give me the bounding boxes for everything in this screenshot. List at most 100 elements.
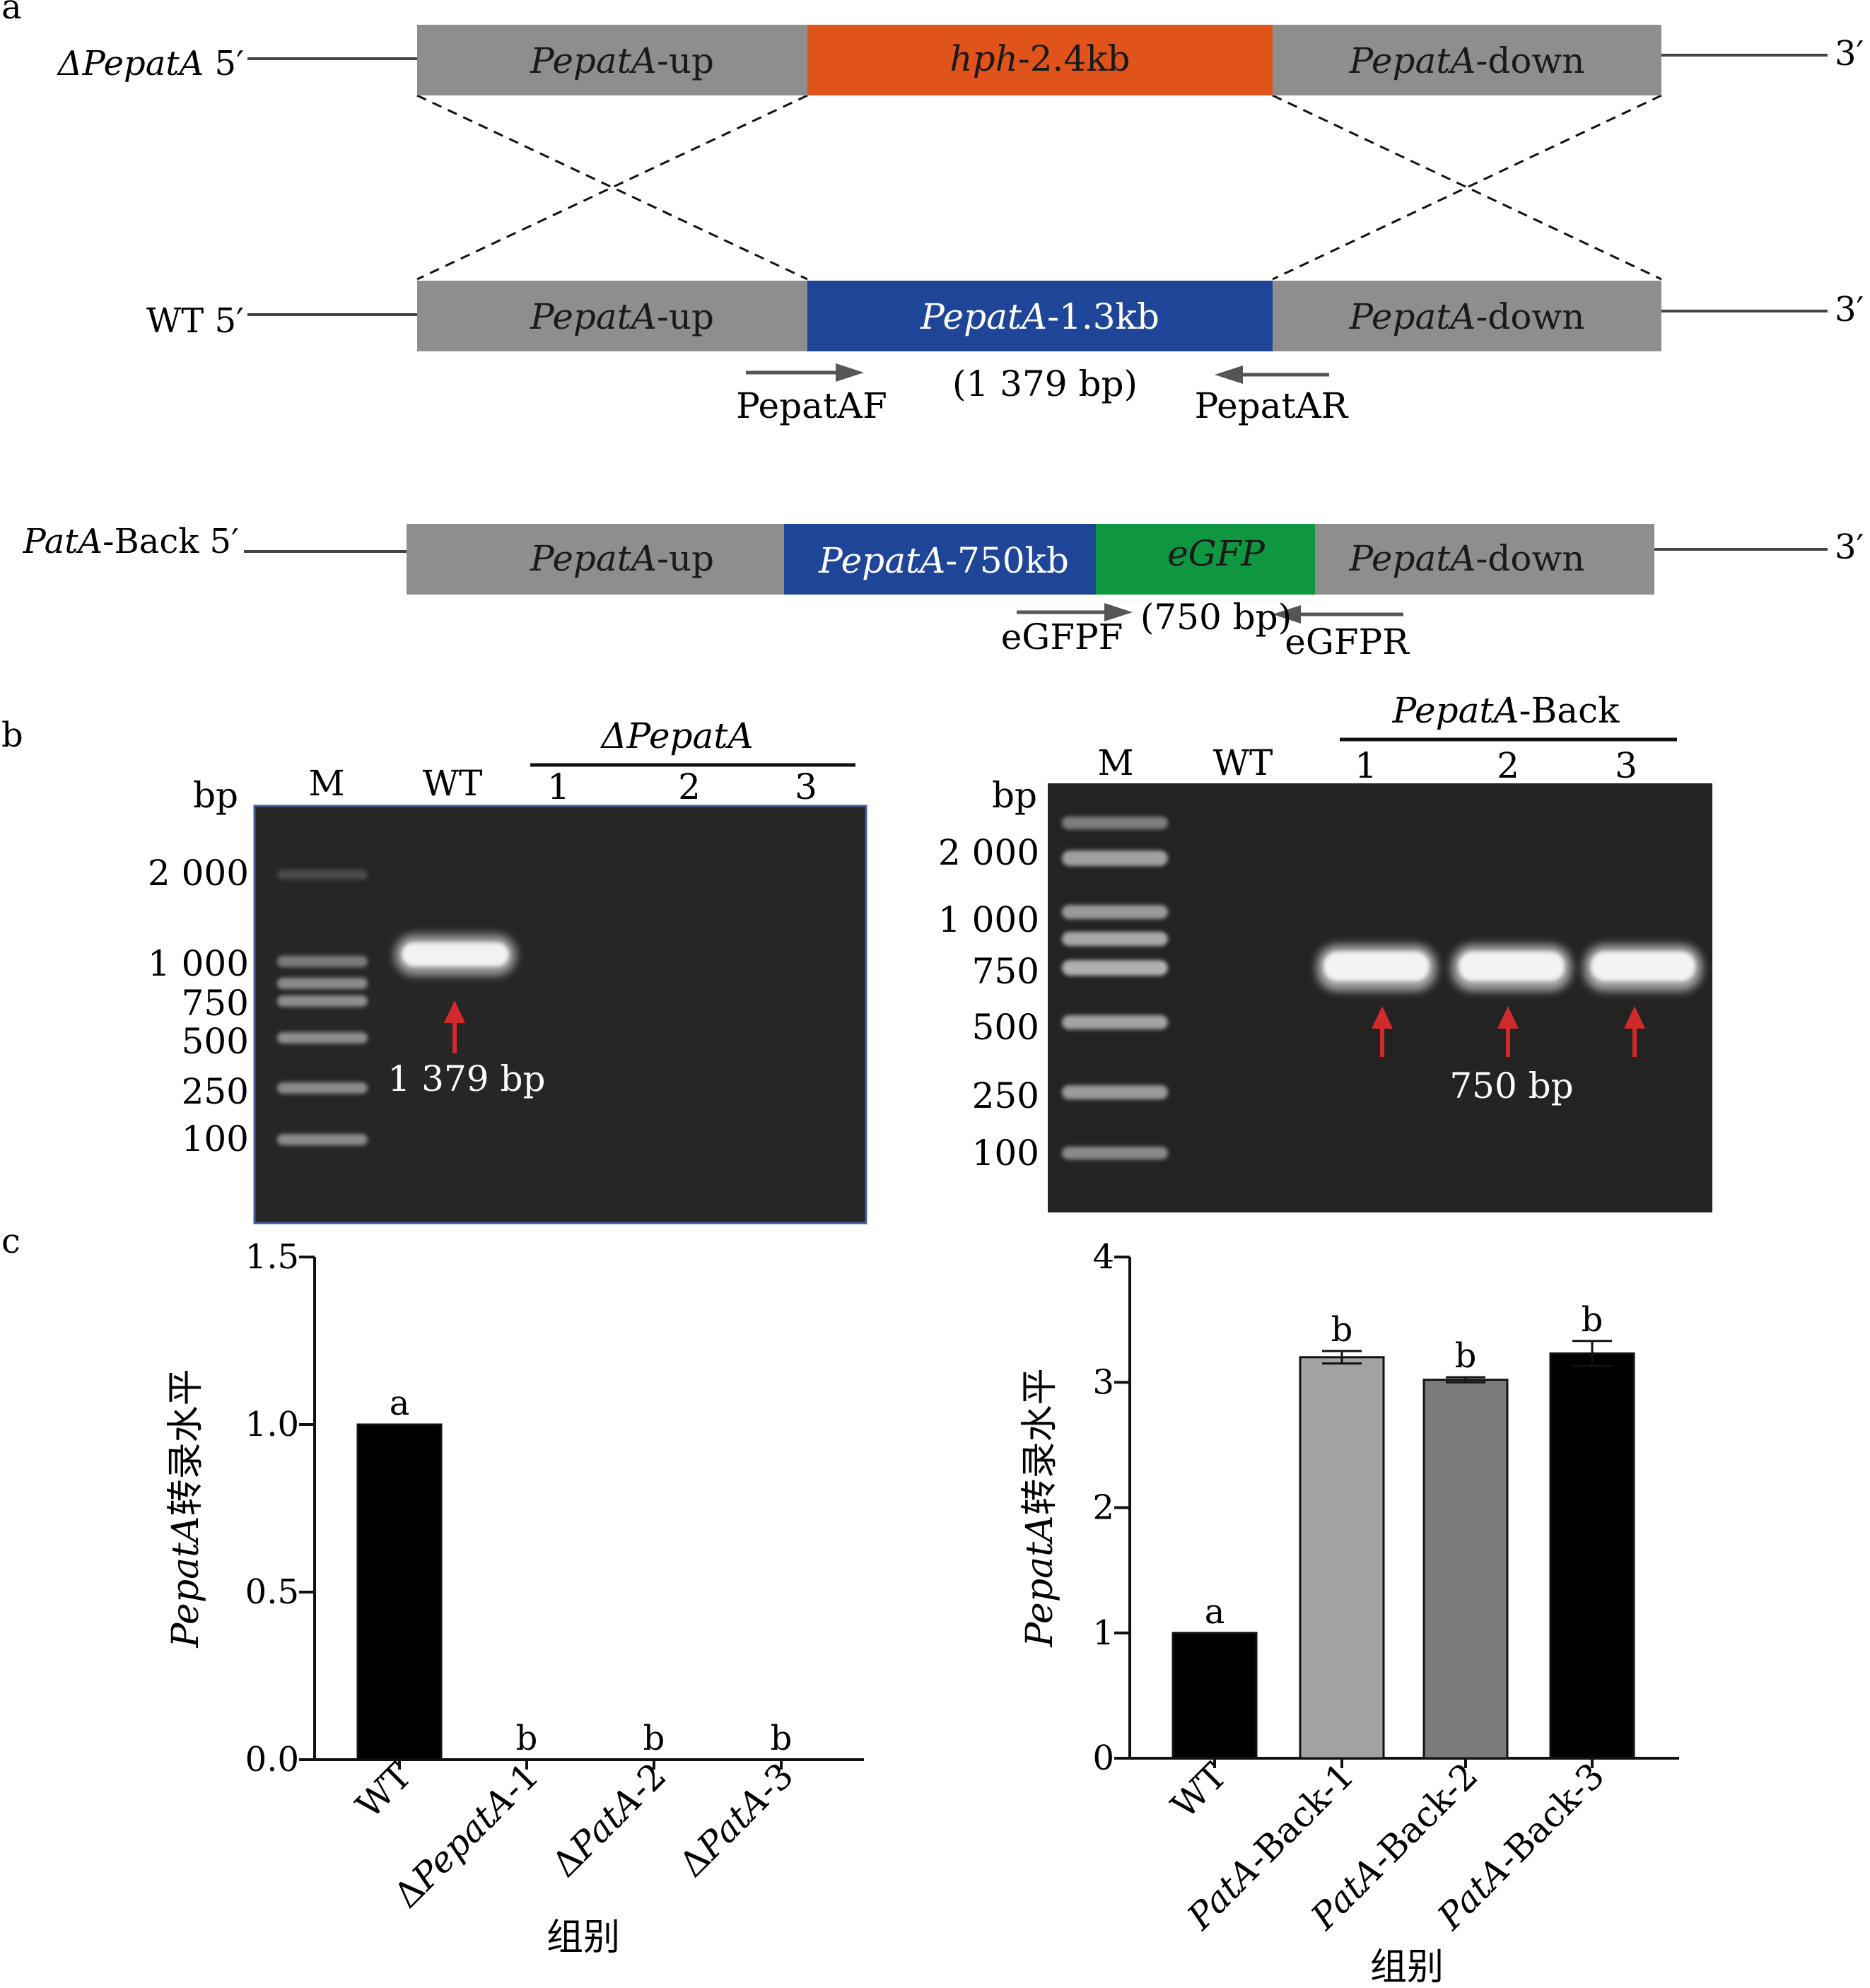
end-label-3prime: 3′ [1835, 290, 1864, 329]
ladder-size-label: 750 [972, 951, 1039, 992]
ladder-lane [1062, 817, 1168, 1159]
ladder-size-label: 750 [182, 983, 249, 1024]
lane-label-1: 1 [547, 766, 570, 807]
significance-letter: b [1582, 1300, 1603, 1340]
bar-chart-complement: 01234PepatA转录水平aWTbPatA-Back-1bPatA-Back… [1019, 1237, 1679, 1988]
ladder-size-label: 500 [182, 1021, 249, 1062]
ladder-band [1062, 1015, 1168, 1029]
significance-letter: b [1331, 1310, 1353, 1350]
construct-complement: PatA-Back 5′ 3′ PepatA-up PepatA-750kb e… [23, 522, 1864, 662]
segment-gene [784, 524, 1096, 595]
bar-1 [1171, 1632, 1258, 1760]
y-axis-label: PepatA转录水平 [165, 1369, 207, 1648]
gel-image [253, 805, 867, 1224]
segment-down [1273, 25, 1661, 95]
lane-label-2: 2 [678, 766, 701, 807]
primer-reverse-label: eGFPR [1285, 621, 1410, 662]
ladder-band [1062, 817, 1168, 829]
significance-letter: b [771, 1719, 793, 1758]
primer-reverse-label: PepatAR [1195, 385, 1349, 426]
segment-up-label: PepatA-up [530, 296, 714, 337]
primer-arrow-reverse [1215, 366, 1329, 384]
y-tick-label: 0.5 [245, 1572, 299, 1612]
ladder-band [277, 995, 368, 1007]
x-axis-label: 组别 [1370, 1946, 1444, 1988]
ladder-size-label: 2 000 [148, 853, 249, 894]
ladder-size-label: 100 [182, 1118, 249, 1159]
x-category-label: WT [1164, 1755, 1235, 1826]
ladder-band [1062, 905, 1168, 919]
group-label: PepatA-Back [1392, 690, 1620, 731]
y-tick-label: 1 [1092, 1613, 1114, 1653]
end-label-3prime: 3′ [1835, 34, 1864, 74]
band-size-label: 1 379 bp [387, 1058, 545, 1099]
lane-label-3: 3 [1615, 745, 1637, 786]
gel-complement: M WT PepatA-Back 1 2 3 bp [938, 690, 1712, 1212]
y-tick-label: 3 [1092, 1362, 1114, 1402]
segment-hph [807, 25, 1273, 95]
ladder-size-label: 250 [182, 1071, 249, 1112]
ladder-band [277, 870, 368, 879]
construct-label: WT 5′ [146, 301, 244, 341]
y-axis-label: PepatA转录水平 [1019, 1368, 1061, 1647]
segment-gene-label: PepatA-1.3kb [920, 296, 1159, 337]
segment-down-label: PepatA-down [1348, 538, 1584, 579]
gel-deletion: M WT ΔPepatA 1 2 3 bp 2 000 1 000 750 50… [148, 715, 867, 1224]
primer-forward-label: eGFPF [1001, 616, 1123, 657]
ladder-lane [277, 870, 368, 1145]
amplicon-size-label: (750 bp) [1140, 597, 1292, 638]
lane-label-marker: M [308, 763, 344, 804]
ladder-band [1062, 1147, 1168, 1159]
sample-band-wt [395, 935, 516, 976]
ladder-band [277, 978, 368, 989]
crossover-lines [416, 94, 1662, 281]
ladder-band [1062, 932, 1168, 946]
ladder-band [277, 1032, 368, 1043]
ladder-size-label: 250 [972, 1075, 1039, 1116]
segment-up [417, 281, 807, 351]
segment-egfp [1096, 524, 1315, 595]
size-unit-label: bp [992, 775, 1037, 816]
ladder-band [1062, 1085, 1168, 1099]
lane-label-marker: M [1097, 742, 1133, 783]
lane-label-2: 2 [1497, 745, 1519, 786]
ladder-band [277, 1134, 368, 1145]
segment-down [1315, 524, 1654, 595]
y-tick-label: 1.0 [245, 1405, 299, 1444]
x-axis-label: 组别 [547, 1917, 620, 1959]
sample-band-3 [1584, 945, 1702, 991]
bar-2 [1299, 1356, 1385, 1760]
segment-up-label: PepatA-up [530, 40, 714, 81]
lane-label-wt: WT [1213, 742, 1273, 783]
y-tick-label: 4 [1092, 1237, 1114, 1277]
significance-letter: b [643, 1719, 665, 1758]
band-arrow-icon [444, 1000, 465, 1053]
band-size-label: 750 bp [1449, 1065, 1573, 1106]
ladder-size-label: 1 000 [148, 943, 249, 984]
sample-band-1 [1316, 945, 1437, 991]
primer-arrow-forward [746, 363, 864, 382]
primer-forward-label: PepatAF [736, 385, 887, 426]
segment-egfp-label: eGFP [1167, 533, 1266, 574]
end-label-3prime: 3′ [1835, 527, 1864, 567]
segment-hph-label: hph-2.4kb [949, 38, 1130, 79]
significance-letter: b [1455, 1336, 1477, 1376]
segment-gene-label: PepatA-750kb [818, 540, 1069, 581]
amplicon-size-label: (1 379 bp) [952, 363, 1138, 404]
ladder-size-label: 2 000 [938, 832, 1039, 873]
y-tick-label: 0.0 [245, 1740, 299, 1779]
panel-label-b: b [1, 715, 23, 755]
group-label: ΔPepatA [600, 715, 753, 756]
significance-letter: b [516, 1719, 538, 1758]
ladder-size-label: 1 000 [938, 899, 1039, 940]
y-tick-label: 0 [1092, 1738, 1114, 1778]
y-tick-label: 1.5 [245, 1237, 299, 1277]
construct-wild-type: WT 5′ 3′ PepatA-up PepatA-1.3kb PepatA-d… [146, 281, 1864, 426]
significance-letter: a [390, 1384, 410, 1423]
band-arrow-icon [1497, 1006, 1519, 1057]
lane-label-wt: WT [423, 763, 483, 804]
segment-up [417, 25, 807, 95]
construct-label: ΔPepatA 5′ [57, 44, 244, 83]
